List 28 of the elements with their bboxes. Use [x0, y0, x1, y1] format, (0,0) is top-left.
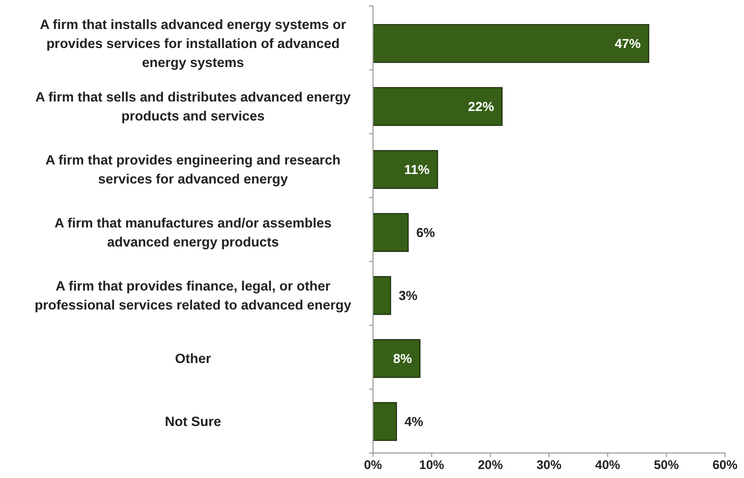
data-label: 4% [404, 414, 424, 430]
x-tick-label: 30% [536, 458, 562, 472]
bar [372, 339, 420, 378]
data-label: 8% [393, 351, 412, 366]
y-tick-label: A firm that installs advanced energy systems or provides services for installation of advanced energy systems [40, 17, 347, 70]
x-tick-label: 50% [654, 458, 679, 472]
x-tick-label: 10% [419, 458, 444, 472]
data-label: 6% [416, 225, 436, 240]
y-tick-label: Not Sure [164, 414, 222, 430]
data-label: 22% [468, 99, 494, 114]
data-label: 47% [614, 36, 642, 52]
bar [372, 402, 397, 441]
x-tick-label: 40% [595, 458, 620, 472]
data-label: 11% [404, 162, 430, 178]
bar [372, 150, 438, 189]
y-tick-label: A firm that sells and distributes advanced energy products and services [35, 90, 352, 124]
y-tick-label: A firm that manufactures and/or assembles advanced energy products [54, 216, 332, 250]
data-label: 3% [398, 288, 418, 304]
bar [372, 24, 650, 63]
x-tick-label: 0% [364, 458, 382, 472]
y-tick-label: Other [174, 351, 212, 366]
bar [372, 87, 503, 126]
bar [372, 276, 392, 315]
y-tick-label: A firm that provides finance, legal, or other professional services related to advanced energy [34, 278, 352, 313]
y-tick-label: A firm that provides engineering and research services for advanced energy [45, 152, 341, 187]
x-tick-label: 60% [712, 458, 738, 472]
bar [372, 213, 409, 252]
x-tick-label: 20% [478, 458, 503, 472]
